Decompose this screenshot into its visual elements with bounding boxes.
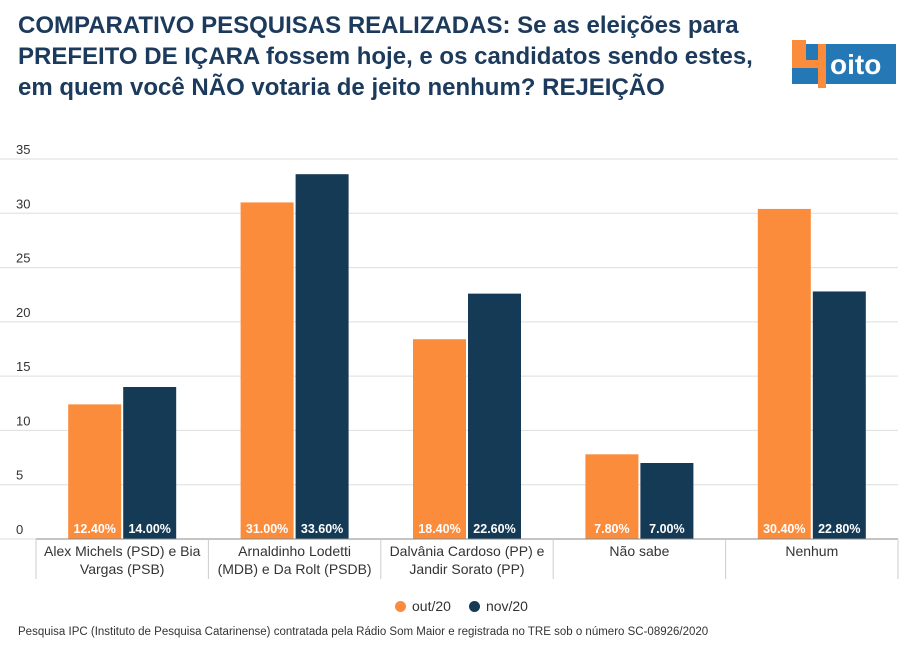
x-tick-label: Nenhum [785,543,838,559]
4oito-logo: oito [792,40,896,88]
data-label: 33.60% [301,522,343,536]
x-tick-label: Vargas (PSB) [80,561,165,577]
bar-nov20 [468,293,521,539]
legend-swatch-out20 [395,600,406,612]
data-label: 22.60% [473,522,515,536]
data-label: 14.00% [128,522,170,536]
legend-label-nov20: nov/20 [485,598,528,614]
bars [68,174,866,539]
bar-out20 [240,202,294,539]
y-tick-label: 25 [16,251,30,266]
y-tick-label: 10 [16,413,30,428]
bar-nov20 [123,387,177,539]
x-tick-label: Jandir Sorato (PP) [409,561,524,577]
y-tick-label: 5 [16,468,23,483]
y-tick-label: 30 [16,196,30,211]
x-axis: Alex Michels (PSD) e Bia Vargas (PSB) Arna… [35,538,899,579]
data-label: 22.80% [818,522,860,536]
x-tick-label: Dalvânia Cardoso (PP) e [390,543,545,559]
source-note: Pesquisa IPC (Instituto de Pesquisa Cata… [18,626,709,638]
y-axis-ticks: 0 5 10 15 20 25 30 35 [16,142,30,537]
y-tick-label: 35 [16,142,30,157]
legend-item-nov20[interactable]: nov/20 [468,598,528,614]
data-label: 30.40% [763,522,805,536]
logo-four-mark [792,40,826,88]
y-tick-label: 0 [16,522,23,537]
chart-title: COMPARATIVO PESQUISAS REALIZADAS: Se as … [18,12,753,101]
bar-out20 [413,339,466,539]
data-label: 12.40% [73,522,115,536]
logo-text: oito [830,49,881,80]
bar-out20 [757,208,811,539]
legend: out/20 nov/20 [0,598,923,614]
bar-out20 [585,454,639,539]
legend-swatch-nov20 [468,600,480,612]
x-tick-label: Não sabe [609,543,669,559]
legend-item-out20[interactable]: out/20 [395,598,451,614]
bar-nov20 [812,291,866,539]
data-labels: 12.40% 31.00% 18.40% 7.80% 30.40% 14.00% 33.60… [73,522,860,536]
x-tick-label: Alex Michels (PSD) e Bia [44,543,201,559]
bar-chart: 0 5 10 15 20 25 30 35 12.40% 31.00% 18.40% 7.80% 30… [0,142,899,579]
bar-nov20 [640,463,694,539]
legend-label-out20: out/20 [412,598,451,614]
x-tick-label: (MDB) e Da Rolt (PSDB) [218,561,372,577]
x-tick-label: Arnaldinho Lodetti [238,543,351,559]
bar-nov20 [295,174,349,539]
y-tick-label: 20 [16,305,30,320]
data-label: 7.00% [649,522,684,536]
data-label: 7.80% [594,522,629,536]
y-tick-label: 15 [16,359,30,374]
bar-out20 [68,404,122,539]
data-label: 18.40% [418,522,460,536]
data-label: 31.00% [246,522,288,536]
